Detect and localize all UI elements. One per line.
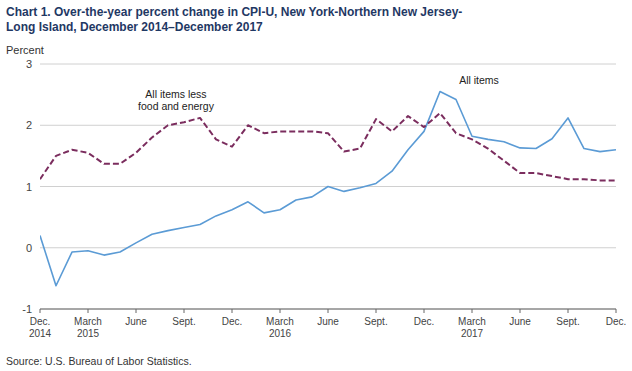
x-tick	[568, 309, 569, 313]
grid-line	[40, 64, 616, 65]
x-tick	[136, 309, 137, 313]
x-tick	[40, 309, 41, 313]
grid-line	[40, 125, 616, 126]
x-tick	[184, 309, 185, 313]
x-tick	[328, 309, 329, 313]
x-tick-label: March2017	[458, 316, 486, 339]
x-tick-label: Dec.	[606, 316, 627, 327]
x-tick-label: Sept.	[364, 316, 387, 327]
lines	[40, 92, 616, 286]
x-tick	[520, 309, 521, 313]
series-label: All items	[459, 74, 499, 86]
chart: Chart 1. Over-the-year percent change in…	[0, 0, 632, 371]
source: Source: U.S. Bureau of Labor Statistics.	[6, 355, 192, 367]
x-tick	[376, 309, 377, 313]
x-tick-label: June	[125, 316, 147, 327]
x-tick-label: Dec.2014	[29, 316, 52, 339]
title: Chart 1. Over-the-year percent change in…	[6, 5, 462, 34]
series-label: All items lessfood and energy	[138, 88, 215, 112]
y-tick-label: 1	[26, 181, 32, 193]
x-tick-label: March2016	[266, 316, 294, 339]
x-tick-label: Sept.	[556, 316, 579, 327]
x-tick-label: June	[509, 316, 531, 327]
x-tick-label: Dec.	[414, 316, 435, 327]
x-tick	[280, 309, 281, 313]
x-tick	[424, 309, 425, 313]
y-tick-label: 3	[26, 58, 32, 70]
x-tick-label: June	[317, 316, 339, 327]
series-line	[40, 92, 616, 286]
y-tick-label: 0	[26, 242, 32, 254]
x-tick	[616, 309, 617, 313]
y-grid	[40, 64, 616, 309]
x-tick-label: Sept.	[172, 316, 195, 327]
y-tick-label: -1	[22, 303, 32, 315]
x-tick	[232, 309, 233, 313]
series-line	[40, 113, 616, 180]
x-tick	[472, 309, 473, 313]
x-tick-label: March2015	[74, 316, 102, 339]
x-tick	[88, 309, 89, 313]
x-tick-label: Dec.	[222, 316, 243, 327]
y-tick-label: 2	[26, 119, 32, 131]
y-axis-label: Percent	[6, 44, 44, 56]
